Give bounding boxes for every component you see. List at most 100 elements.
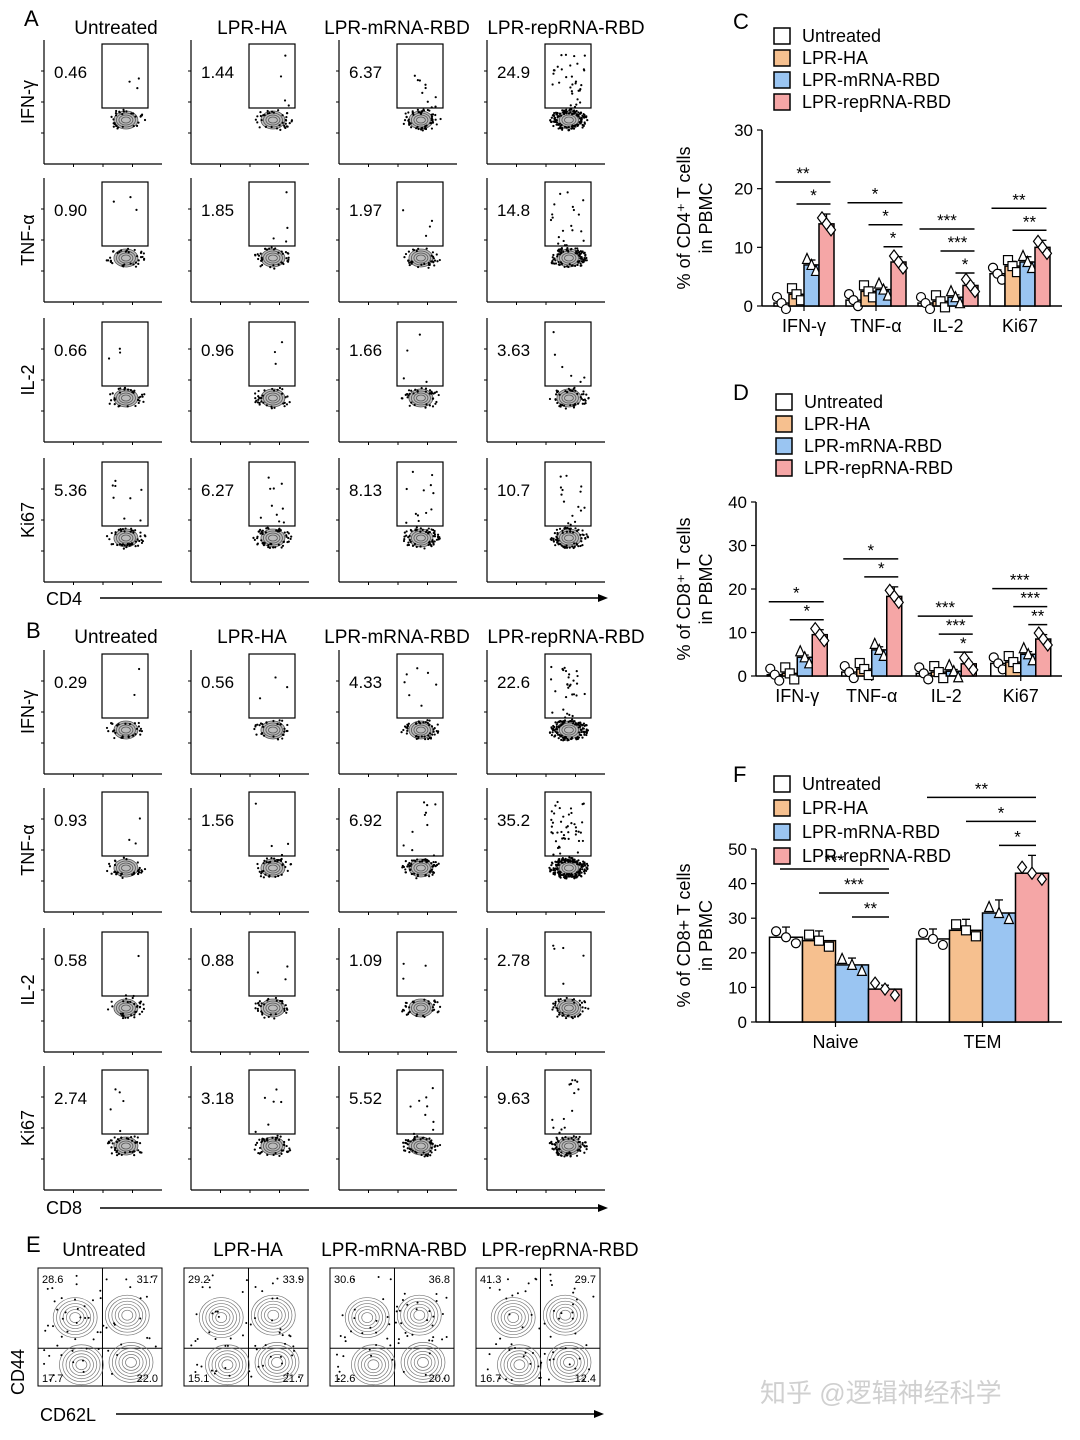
event-dot	[338, 1370, 341, 1373]
event-dot	[580, 257, 583, 261]
event-dot	[569, 1154, 572, 1158]
gate-percentage: 0.66	[54, 341, 87, 360]
event-dot	[555, 1141, 558, 1144]
event-dot	[560, 114, 563, 117]
event-dot	[575, 694, 578, 697]
contour-line	[66, 1309, 85, 1326]
event-dot	[577, 839, 581, 843]
event-dot	[420, 704, 423, 707]
event-dot	[405, 521, 408, 524]
y-axis-label-line: % of CD4⁺ T cells	[674, 147, 694, 290]
event-dot	[573, 1287, 576, 1290]
event-dot	[434, 860, 437, 864]
event-dot	[576, 723, 580, 726]
event-dot	[269, 542, 272, 546]
event-dot	[431, 1142, 434, 1145]
contour-line	[118, 1306, 137, 1324]
contour-ring	[268, 116, 278, 124]
event-dot	[278, 386, 282, 390]
event-dot	[280, 1000, 283, 1003]
event-dot	[404, 1331, 407, 1334]
event-dot	[137, 262, 140, 266]
y-tick-label: 10	[728, 978, 747, 997]
event-dot	[124, 722, 127, 725]
event-dot	[389, 1278, 392, 1281]
event-dot	[416, 873, 419, 876]
event-dot	[105, 1326, 108, 1329]
event-dot	[434, 402, 437, 405]
event-dot	[572, 679, 575, 682]
contour-ring	[413, 252, 429, 264]
event-dot	[574, 80, 578, 83]
x-tick-label: TNF-α	[850, 316, 901, 336]
event-dot	[554, 690, 557, 693]
event-dot	[267, 861, 270, 864]
event-dot	[116, 1353, 119, 1356]
event-dot	[516, 1292, 519, 1295]
event-dot	[569, 530, 572, 533]
event-dot	[552, 258, 555, 261]
event-dot	[552, 1358, 555, 1361]
gate-percentage: 1.44	[201, 63, 234, 82]
event-dot	[552, 114, 556, 118]
contour-ring	[559, 390, 579, 406]
event-dot	[224, 1367, 227, 1370]
event-dot	[258, 870, 261, 873]
contour-line	[494, 1300, 533, 1335]
gate-percentage: 0.58	[54, 951, 87, 970]
event-dot	[408, 534, 411, 538]
event-dot	[581, 803, 584, 806]
event-dot	[556, 539, 559, 542]
row-marker-label: TNF-α	[18, 214, 38, 265]
event-dot	[567, 250, 570, 253]
event-dot	[110, 115, 113, 118]
event-dot	[581, 126, 584, 129]
event-dot	[431, 1087, 434, 1090]
x-tick-label: Naive	[812, 1032, 858, 1052]
event-dot	[114, 479, 117, 483]
event-dot	[556, 1015, 559, 1018]
replicate-point	[968, 662, 979, 677]
contour-line	[118, 1351, 144, 1374]
event-dot	[557, 1140, 560, 1143]
event-dot	[139, 395, 142, 398]
event-dot	[391, 1358, 394, 1361]
event-dot	[123, 388, 126, 391]
event-dot	[564, 1347, 567, 1350]
event-dot	[559, 486, 563, 489]
event-dot	[134, 115, 137, 118]
event-dot	[587, 396, 590, 400]
event-dot	[137, 77, 140, 80]
event-dot	[550, 1284, 553, 1287]
event-dot	[402, 539, 406, 543]
event-dot	[586, 119, 589, 122]
event-dot	[61, 1317, 64, 1320]
event-dot	[377, 1276, 380, 1279]
gate-box	[396, 181, 444, 247]
event-dot	[577, 111, 580, 114]
event-dot	[113, 1148, 117, 1152]
event-dot	[570, 75, 573, 78]
event-dot	[116, 543, 119, 547]
event-dot	[408, 404, 411, 407]
event-dot	[559, 248, 562, 251]
event-dot	[562, 500, 566, 503]
panel-b-x-label: CD8	[46, 1198, 82, 1218]
event-dot	[416, 514, 420, 517]
event-dot	[56, 1344, 59, 1347]
contour-ring	[118, 724, 134, 736]
event-dot	[388, 1323, 391, 1326]
event-dot	[574, 826, 578, 829]
event-dot	[428, 389, 432, 392]
event-dot	[274, 1152, 277, 1155]
event-dot	[262, 862, 265, 865]
event-dot	[432, 1003, 436, 1006]
event-dot	[550, 825, 553, 828]
event-dot	[298, 1376, 301, 1379]
event-dot	[575, 113, 579, 116]
event-dot	[579, 262, 582, 265]
gate-box	[101, 461, 149, 527]
panel-b-x-arrowhead	[598, 1204, 608, 1212]
event-dot	[577, 505, 580, 508]
event-dot	[133, 1013, 136, 1016]
